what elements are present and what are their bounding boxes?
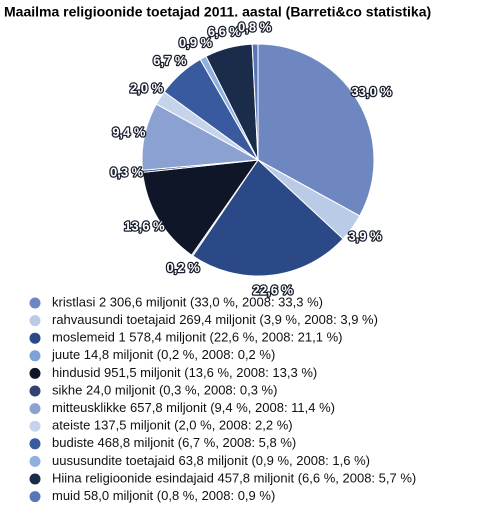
legend-swatch — [29, 473, 41, 485]
legend-label: juute 14,8 miljonit (0,2 %, 2008: 0,2 %) — [51, 347, 275, 362]
pie — [141, 43, 375, 277]
legend-label: kristlasi 2 306,6 miljonit (33,0 %, 2008… — [52, 294, 323, 309]
legend-label: ateiste 137,5 miljonit (2,0 %, 2008: 2,2… — [52, 418, 293, 433]
legend-swatch — [29, 385, 41, 397]
value-label: 0,2 % — [166, 260, 200, 275]
legend-swatch — [29, 297, 41, 309]
legend-swatch — [29, 491, 41, 503]
legend-label: uususundite toetajaid 63,8 miljonit (0,9… — [52, 453, 370, 468]
legend-swatch — [29, 350, 41, 362]
legend-label: hindusid 951,5 miljonit (13,6 %, 2008: 1… — [52, 365, 317, 380]
value-labels: 33,0 % 3,9 % 22,6 % 0,2 % 13,6 % 0,3 % 9,4 % 2,… — [109, 18, 394, 299]
legend-label: moslemeid 1 578,4 miljonit (22,6 %, 2008… — [52, 330, 343, 345]
legend-label: budiste 468,8 miljonit (6,7 %, 2008: 5,8… — [52, 435, 296, 450]
value-label: 9,4 % — [112, 124, 146, 139]
legend-label: sikhe 24,0 miljonit (0,3 %, 2008: 0,3 %) — [52, 382, 277, 397]
legend-swatch — [29, 367, 41, 379]
chart-title: Maailma religioonide toetajad 2011. aast… — [4, 4, 431, 20]
legend-label: Hiina religioonide esindajaid 457,8 milj… — [52, 470, 416, 485]
legend-swatch — [29, 438, 41, 450]
value-label: 3,9 % — [348, 229, 382, 244]
legend-label: mitteusklikke 657,8 miljonit (9,4 %, 200… — [52, 400, 335, 415]
pie-slice — [142, 159, 260, 256]
legend-swatch — [29, 455, 41, 467]
legend-swatch — [29, 420, 41, 432]
pie-slice — [192, 159, 344, 277]
value-label: 2,0 % — [130, 81, 164, 96]
legend-swatch — [29, 332, 41, 344]
value-label: 6,6 % — [208, 24, 242, 39]
pie-slice — [257, 43, 375, 217]
value-label: 13,6 % — [124, 219, 165, 234]
legend-swatch — [29, 403, 41, 415]
value-label: 0,8 % — [238, 19, 272, 34]
value-label: 6,7 % — [153, 53, 187, 68]
legend-label: rahvausundi toetajaid 269,4 miljonit (3,… — [52, 312, 378, 327]
value-label: 0,9 % — [179, 35, 213, 50]
legend-label: muid 58,0 miljonit (0,8 %, 2008: 0,9 %) — [52, 488, 275, 503]
value-label: 33,0 % — [351, 84, 392, 99]
value-label: 22,6 % — [253, 283, 294, 298]
legend: kristlasi 2 306,6 miljonit (33,0 %, 2008… — [29, 294, 416, 503]
value-label: 0,3 % — [110, 164, 144, 179]
legend-swatch — [29, 315, 41, 327]
pie-slice — [251, 43, 259, 161]
